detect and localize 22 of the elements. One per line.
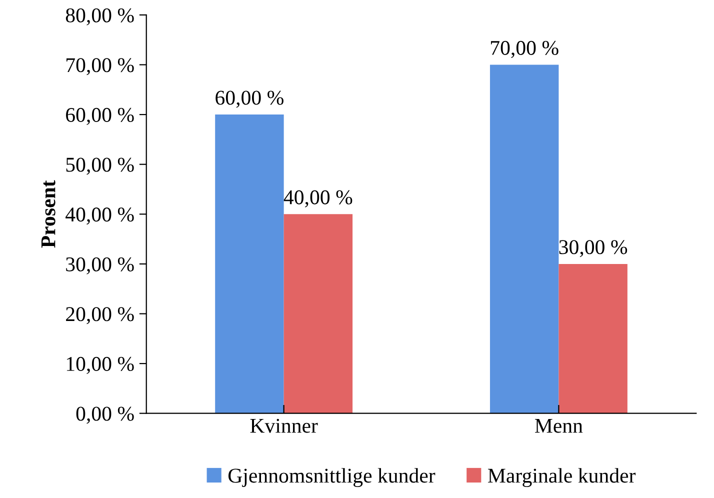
x-tick-label: Menn xyxy=(535,419,583,433)
data-label: 30,00 % xyxy=(559,240,628,258)
y-tick-label: 20,00 % xyxy=(66,307,134,324)
data-label: 60,00 % xyxy=(216,90,284,108)
y-tick-label: 60,00 % xyxy=(66,108,134,125)
y-tick-label: 10,00 % xyxy=(66,356,134,374)
y-tick-label: 0,00 % xyxy=(76,406,134,424)
y-tick-label: 50,00 % xyxy=(66,158,134,175)
data-label: 70,00 % xyxy=(491,40,558,58)
legend-label: Gjennomsnittlige kunder xyxy=(228,468,436,488)
bar xyxy=(284,214,353,414)
y-tick-label: 30,00 % xyxy=(66,257,134,274)
y-tick-label: 80,00 % xyxy=(66,8,134,26)
legend-label: Marginale kunder xyxy=(488,468,636,488)
bar xyxy=(215,114,284,414)
y-axis-title: Prosent xyxy=(41,180,56,248)
bar xyxy=(558,264,628,414)
data-label: 40,00 % xyxy=(284,190,352,208)
y-tick-label: 40,00 % xyxy=(66,208,134,225)
bar xyxy=(490,64,559,414)
y-tick-label: 70,00 % xyxy=(66,58,134,76)
x-tick-label: Kvinner xyxy=(250,418,318,433)
